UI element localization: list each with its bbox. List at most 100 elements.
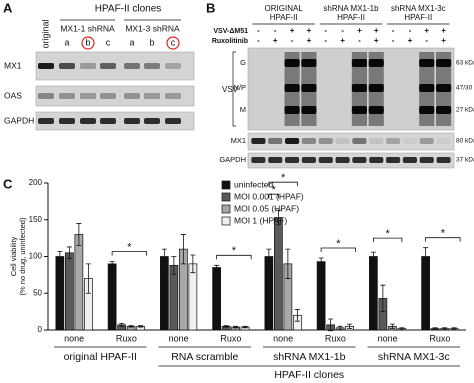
band <box>402 157 417 163</box>
band <box>80 63 96 69</box>
size-label: 37 kDa <box>456 157 474 164</box>
y-tick-label: 100 <box>29 252 43 261</box>
y-tick-label: 50 <box>33 288 42 297</box>
group-label: RNA scramble <box>171 351 238 363</box>
band <box>419 59 435 67</box>
y-axis-label: Cell viability <box>9 236 18 276</box>
treatment-sign: + <box>441 26 446 35</box>
x-tick-label: none <box>273 333 293 343</box>
band <box>285 157 300 163</box>
band <box>386 138 401 144</box>
significance-bracket <box>268 193 279 199</box>
error-bar <box>190 254 196 274</box>
group-label: MX1-1 shRNA <box>60 23 115 33</box>
row-label: MX1 <box>231 136 246 145</box>
band <box>124 63 140 69</box>
band <box>38 118 54 124</box>
row-label: GAPDH <box>219 155 246 164</box>
highlight-circle <box>81 36 95 50</box>
x-tick-label: Ruxo <box>220 333 241 343</box>
legend-label: MOI 1 (HPAF) <box>234 215 287 225</box>
band <box>318 157 333 163</box>
band <box>301 106 317 114</box>
legend-swatch <box>221 204 231 214</box>
treatment-sign: - <box>291 36 294 45</box>
error-bar <box>380 284 386 313</box>
band <box>301 84 317 92</box>
treatment-sign: + <box>424 26 429 35</box>
legend-label: uninfected <box>234 179 273 189</box>
treatment-label: VSV-ΔM51 <box>213 28 248 35</box>
treatment-sign: + <box>340 36 345 45</box>
treatment-sign: + <box>307 26 312 35</box>
x-tick-label: Ruxo <box>116 333 137 343</box>
treatment-sign: - <box>274 26 277 35</box>
band <box>285 138 300 144</box>
band <box>335 138 350 144</box>
error-bar <box>138 325 144 328</box>
group-label: shRNA MX1-3c <box>378 351 450 363</box>
band <box>436 59 452 67</box>
significance-bracket <box>372 237 403 243</box>
band <box>59 63 75 69</box>
significance-label: * <box>127 242 132 254</box>
group-label: HPAF-II <box>270 13 298 22</box>
error-bar <box>233 325 239 329</box>
bar <box>421 256 430 331</box>
blot <box>247 132 455 151</box>
treatment-sign: - <box>257 36 260 45</box>
band <box>251 138 266 144</box>
error-bar <box>119 322 125 327</box>
treatment-sign: + <box>408 36 413 45</box>
error-bar <box>223 325 229 328</box>
error-bar <box>214 264 220 271</box>
band <box>38 63 54 69</box>
treatment-sign: - <box>324 36 327 45</box>
lane-label: a <box>64 37 69 47</box>
x-tick-label: none <box>64 333 84 343</box>
band <box>100 63 116 69</box>
band <box>301 59 317 67</box>
band <box>368 59 384 67</box>
y-axis-label: (% no drug, uninfected) <box>18 217 27 295</box>
error-bar <box>85 263 91 294</box>
x-tick-label: Ruxo <box>429 333 450 343</box>
bar <box>274 217 283 331</box>
error-bar <box>318 257 324 266</box>
x-tick-label: Ruxo <box>325 333 346 343</box>
group-label: HPAF-II <box>337 13 365 22</box>
bar <box>65 252 74 331</box>
group-label: HPAF-II <box>404 13 432 22</box>
band <box>100 118 116 124</box>
error-bar <box>423 247 429 266</box>
group-label: ORIGINAL <box>265 4 304 13</box>
band <box>419 84 435 92</box>
treatment-sign: - <box>324 26 327 35</box>
blot-title: HPAF-II clones <box>95 4 162 15</box>
band <box>284 59 300 67</box>
band <box>124 93 140 99</box>
significance-label: * <box>385 228 390 240</box>
band <box>368 106 384 114</box>
legend-swatch <box>221 192 231 202</box>
treatment-sign: - <box>358 36 361 45</box>
error-bar <box>109 261 115 267</box>
significance-bracket <box>320 247 357 252</box>
significance-label: * <box>281 172 286 184</box>
error-bar <box>180 234 186 265</box>
band <box>369 157 384 163</box>
band <box>100 93 116 99</box>
band <box>335 157 350 163</box>
error-bar <box>266 248 272 265</box>
band <box>144 93 160 99</box>
group-label: shRNA MX1-3c <box>391 4 446 13</box>
band <box>251 157 266 163</box>
band <box>301 138 316 144</box>
treatment-sign: + <box>357 26 362 35</box>
x-axis-label: HPAF-II clones <box>274 369 344 381</box>
lane-label: b <box>149 37 154 47</box>
panel-label: C <box>3 176 13 191</box>
error-bar <box>451 327 457 330</box>
panel-label: A <box>3 0 13 15</box>
error-bar <box>57 250 63 263</box>
